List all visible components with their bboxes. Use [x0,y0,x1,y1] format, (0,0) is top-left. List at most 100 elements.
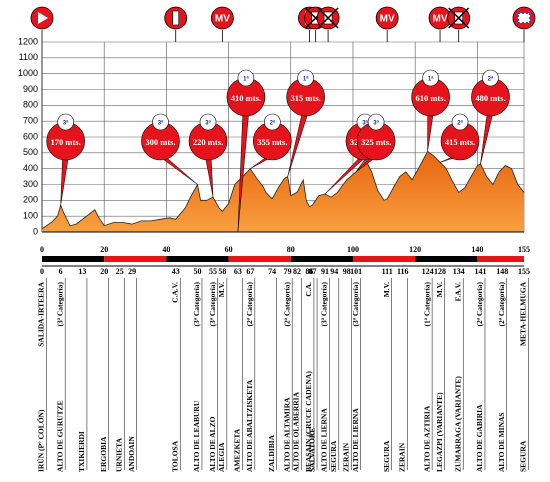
x-tick-label: 20 [100,245,108,254]
climb-balloon: 3ª 300 mts. [141,113,198,185]
place-km: 79 [284,267,292,276]
place-name: ALTO DE LIERNA [351,408,360,472]
altitude-label: 325 mts. [361,137,391,147]
service-icon [30,6,54,42]
place-km: 13 [78,267,86,276]
place-note: SALIDA-IRTEERA [37,281,46,346]
icon-disc [210,6,234,30]
category-badge [482,69,499,87]
category-label: 3ª [362,120,368,127]
service-icon: MV [375,6,399,42]
category-label: 3ª [373,120,379,127]
climb-balloon: 2ª 480 mts. [471,69,510,164]
category-label: 1ª [303,76,309,83]
climb-balloon: 3ª 325 mts. [355,113,396,173]
altitude-label: 410 mts. [231,93,261,103]
climb-balloon: 3ª 220 mts. [188,113,228,198]
place-note: M.V. [217,282,226,297]
category-label: 3ª [158,120,164,127]
place-name: ZALDIBIA [267,434,276,472]
place-km: 43 [172,267,180,276]
place-km: 74 [268,267,276,276]
place-km: 98 [343,267,351,276]
place-note: (3ª Categoría) [351,282,360,327]
y-tick-label: 300 [23,179,38,189]
place-km: 155 [518,267,530,276]
altitude-label: 610 mts. [415,93,445,103]
altitude-label: 355 mts. [257,137,287,147]
place-km: 128 [434,267,446,276]
place-km: 67 [246,267,254,276]
place-km: 87 [309,267,317,276]
icon-x [448,7,470,29]
category-label: 3ª [205,120,211,127]
km-band [290,256,353,262]
km-band [352,256,416,262]
balloon-stem [60,154,69,206]
place-note: F.A.V. [453,282,462,302]
km-band [42,256,105,262]
place-note: (2ª Categoría) [497,282,506,327]
altitude-label: 300 mts. [145,137,175,147]
category-label: 2ª [270,120,276,127]
place-name: ANDOAIN [127,436,136,472]
place-note: (3ª Categoría) [320,282,329,327]
km-band [415,256,478,262]
place-km: 58 [218,267,226,276]
place-name: ALTO DE GABIRIA [475,404,484,472]
y-tick-label: 0 [33,226,38,236]
place-name: ALTO DE ALTAMIRA [282,397,291,472]
km-band [477,256,524,262]
elevation-area [42,151,524,232]
category-badge [237,69,255,87]
icon-finish [517,12,531,24]
y-tick-label: 1000 [18,68,38,78]
place-name: ALTO DE LIERNA [320,408,329,472]
place-note: C.A. [304,282,313,297]
place-km: 25 [116,267,124,276]
category-badge [297,69,314,87]
place-km: 111 [382,267,393,276]
service-icon: MV [428,6,452,42]
y-tick-label: 700 [23,116,38,126]
place-km: 20 [100,267,108,276]
service-icon [164,6,188,42]
category-badge [451,113,469,131]
climb-balloon: 3ª 170 mts. [46,113,85,206]
place-note: (2ª Categoría) [475,282,484,327]
icon-x [317,7,339,29]
place-km: 50 [193,267,201,276]
category-badge [422,69,439,87]
km-band [228,256,291,262]
elevation-line [41,150,525,230]
category-badge [57,113,74,131]
place-km: 86 [305,267,313,276]
place-note: (1ª Categoría) [422,282,431,327]
category-label: 1ª [243,76,249,83]
place-name: IRÚN (Pº COLÓN) [36,409,46,472]
place-km: 148 [496,267,508,276]
place-note: M.V. [435,282,444,297]
place-name: ALEGIA [217,442,226,472]
place-name: SEGURA [519,440,528,472]
icon-disc [375,6,399,30]
x-tick-label: 80 [287,245,295,254]
x-tick-label: 60 [225,245,233,254]
place-note: (2ª Categoría) [245,282,254,327]
service-icon [447,6,471,42]
category-label: 1ª [428,76,434,83]
place-km: 91 [321,267,329,276]
altitude-label: 170 mts. [51,137,81,147]
icon-label: MV [380,14,395,25]
altitude-label: 220 mts. [193,137,223,147]
place-name: SEGURA [329,440,338,472]
y-tick-label: 1200 [18,36,38,46]
place-km: 82 [293,267,301,276]
y-tick-label: 100 [23,211,38,221]
place-name: ALTO DE AZTIRIA [422,405,431,472]
category-badge [264,113,281,131]
place-name: TOLOSA [170,440,179,472]
altitude-label: 415 mts. [445,137,475,147]
place-name: ZUMARRAGA (VARIANTE) [453,376,462,472]
